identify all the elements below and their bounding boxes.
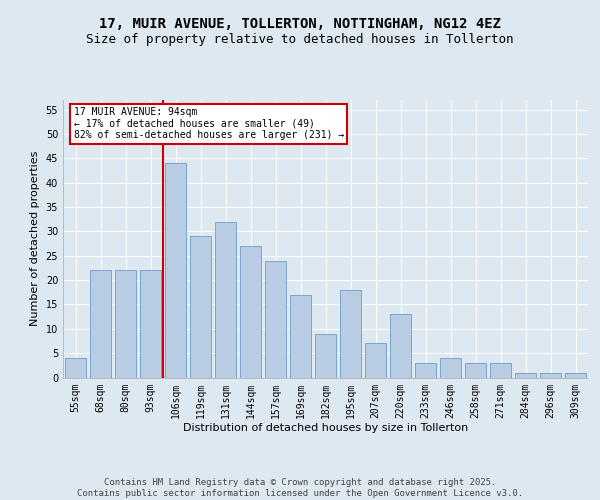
Bar [515,372,536,378]
Bar [465,363,486,378]
Text: 17 MUIR AVENUE: 94sqm
← 17% of detached houses are smaller (49)
82% of semi-deta: 17 MUIR AVENUE: 94sqm ← 17% of detached … [74,107,344,140]
Text: Size of property relative to detached houses in Tollerton: Size of property relative to detached ho… [86,32,514,46]
Bar [190,236,211,378]
Bar [490,363,511,378]
Bar [90,270,111,378]
Bar [365,344,386,378]
Bar [440,358,461,378]
Bar [415,363,436,378]
Bar [140,270,161,378]
Bar [315,334,336,378]
X-axis label: Distribution of detached houses by size in Tollerton: Distribution of detached houses by size … [183,423,468,433]
Bar [265,260,286,378]
Bar [390,314,411,378]
Y-axis label: Number of detached properties: Number of detached properties [30,151,40,326]
Bar [565,372,586,378]
Bar [115,270,136,378]
Bar [540,372,561,378]
Text: Contains HM Land Registry data © Crown copyright and database right 2025.
Contai: Contains HM Land Registry data © Crown c… [77,478,523,498]
Text: 17, MUIR AVENUE, TOLLERTON, NOTTINGHAM, NG12 4EZ: 17, MUIR AVENUE, TOLLERTON, NOTTINGHAM, … [99,18,501,32]
Bar [340,290,361,378]
Bar [240,246,261,378]
Bar [215,222,236,378]
Bar [290,294,311,378]
Bar [65,358,86,378]
Bar [165,164,186,378]
